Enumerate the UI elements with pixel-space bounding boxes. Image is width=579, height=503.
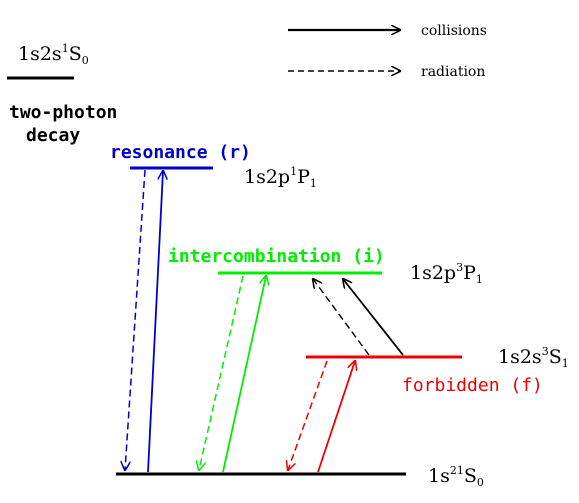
f-to-i-radiation-arrow <box>313 279 370 356</box>
intercombination-level-term: 1s2p3P1 <box>410 261 483 286</box>
f-to-i-collision-arrow <box>343 279 404 356</box>
two-photon-line2: decay <box>26 125 80 146</box>
level-1s2s-1S0: 1s2s1S0 <box>7 42 89 80</box>
transitions <box>125 169 404 473</box>
resonance-line-label: resonance (r) <box>110 142 251 163</box>
resonance-radiation-arrow <box>125 169 146 470</box>
forbidden-line-label: forbidden (f) <box>402 375 543 396</box>
forbidden-radiation-arrow <box>288 360 328 470</box>
level-ground: 1s21S0 <box>116 464 484 489</box>
resonance-collision-arrow <box>147 171 163 473</box>
level-1s2s-1S0-label: 1s2s1S0 <box>18 42 89 67</box>
resonance-level-term: 1s2p1P1 <box>244 165 317 190</box>
intercombination-collision-arrow <box>222 276 266 473</box>
intercombination-radiation-arrow <box>199 275 244 470</box>
level-intercombination: intercombination (i) 1s2p3P1 <box>168 246 483 286</box>
forbidden-collision-arrow <box>317 361 355 473</box>
two-photon-label: two-photon decay <box>9 102 117 146</box>
forbidden-level-term: 1s2s3S1 <box>498 345 569 370</box>
intercombination-line-label: intercombination (i) <box>168 246 385 267</box>
two-photon-line1: two-photon <box>9 102 117 123</box>
legend-collisions-label: collisions <box>421 23 487 39</box>
ground-level-term: 1s21S0 <box>428 464 484 489</box>
level-forbidden: forbidden (f) 1s2s3S1 <box>306 345 569 396</box>
legend-radiation-label: radiation <box>421 64 485 80</box>
level-resonance: resonance (r) 1s2p1P1 <box>110 142 317 190</box>
legend: collisions radiation <box>288 23 487 80</box>
